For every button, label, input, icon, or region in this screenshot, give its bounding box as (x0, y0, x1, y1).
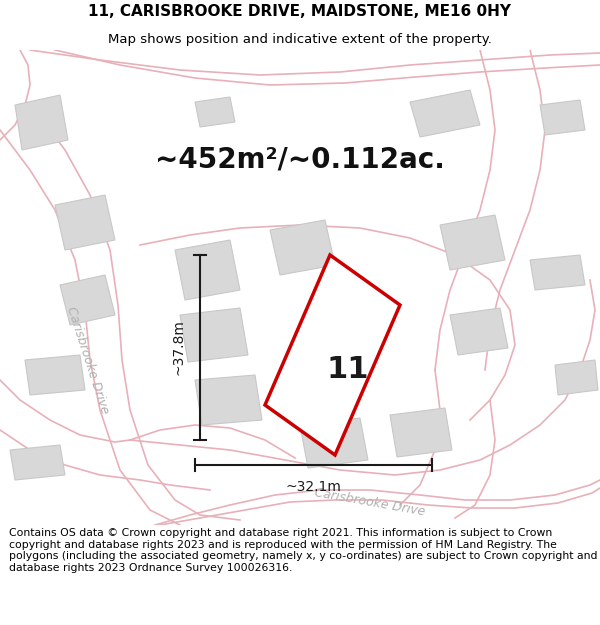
Polygon shape (195, 97, 235, 127)
Polygon shape (15, 95, 68, 150)
Text: 11: 11 (326, 356, 369, 384)
Polygon shape (555, 360, 598, 395)
Text: 11, CARISBROOKE DRIVE, MAIDSTONE, ME16 0HY: 11, CARISBROOKE DRIVE, MAIDSTONE, ME16 0… (89, 4, 511, 19)
Polygon shape (440, 215, 505, 270)
Polygon shape (265, 255, 400, 455)
Polygon shape (25, 355, 85, 395)
Polygon shape (55, 195, 115, 250)
Text: ~37.8m: ~37.8m (171, 319, 185, 376)
Text: Carisbrooke Drive: Carisbrooke Drive (314, 486, 427, 518)
Text: ~452m²/~0.112ac.: ~452m²/~0.112ac. (155, 146, 445, 174)
Polygon shape (175, 240, 240, 300)
Polygon shape (195, 375, 262, 425)
Polygon shape (530, 255, 585, 290)
Text: ~32.1m: ~32.1m (286, 480, 341, 494)
Polygon shape (180, 308, 248, 362)
Polygon shape (10, 445, 65, 480)
Text: Map shows position and indicative extent of the property.: Map shows position and indicative extent… (108, 32, 492, 46)
Text: Contains OS data © Crown copyright and database right 2021. This information is : Contains OS data © Crown copyright and d… (9, 528, 598, 572)
Polygon shape (270, 220, 335, 275)
Polygon shape (390, 408, 452, 457)
Polygon shape (60, 275, 115, 325)
Polygon shape (300, 418, 368, 468)
Polygon shape (410, 90, 480, 137)
Polygon shape (450, 308, 508, 355)
Polygon shape (540, 100, 585, 135)
Text: Carisbrooke Drive: Carisbrooke Drive (64, 304, 112, 416)
